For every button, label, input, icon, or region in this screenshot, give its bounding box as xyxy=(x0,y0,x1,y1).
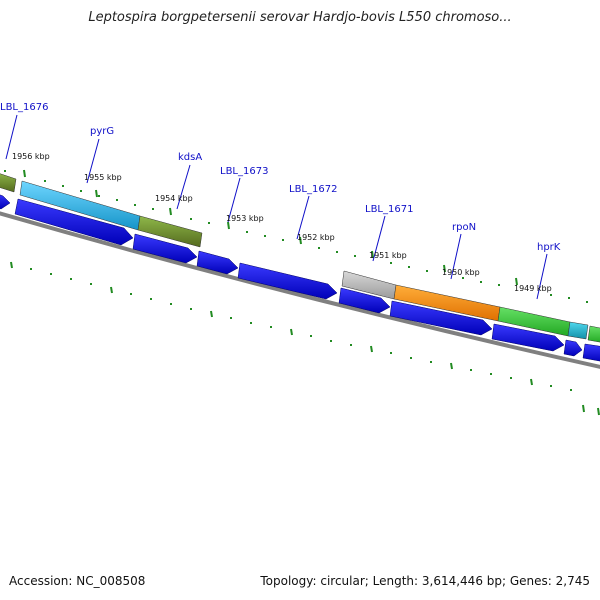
reverse-gene-10[interactable] xyxy=(582,343,600,362)
gene-label-lbl-1676[interactable]: LBL_1676 xyxy=(0,102,48,113)
inner-scale-ticks xyxy=(10,261,600,416)
genome-summary: Topology: circular; Length: 3,614,446 bp… xyxy=(260,574,590,588)
reverse-gene-2[interactable] xyxy=(14,198,134,246)
reverse-gene-4[interactable] xyxy=(196,250,239,275)
reverse-gene-8[interactable] xyxy=(491,323,565,352)
forward-strand xyxy=(0,172,600,343)
scale-label-1953: 1953 kbp xyxy=(226,214,264,223)
reverse-gene-3[interactable] xyxy=(132,233,198,264)
scale-label-1954: 1954 kbp xyxy=(155,194,193,203)
gene-label-rpon[interactable]: rpoN xyxy=(452,222,476,233)
reverse-gene-1[interactable] xyxy=(0,193,11,210)
map-title: Leptospira borgpetersenii serovar Hardjo… xyxy=(88,10,512,25)
gene-label-pyrg[interactable]: pyrG xyxy=(90,126,114,137)
gene-edge-green-feature[interactable] xyxy=(587,325,600,343)
accession-label: Accession: NC_008508 xyxy=(9,574,146,588)
gene-label-lbl-1671[interactable]: LBL_1671 xyxy=(365,204,413,215)
gene-label-lbl-1672[interactable]: LBL_1672 xyxy=(289,184,337,195)
gene-label-leaders xyxy=(5,114,548,300)
gene-label-kdsa[interactable]: kdsA xyxy=(178,152,202,163)
scale-label-1950: 1950 kbp xyxy=(442,268,480,277)
gene-label-hprk[interactable]: hprK xyxy=(537,242,561,253)
scale-label-1951: 1951 kbp xyxy=(369,251,407,260)
reverse-gene-6[interactable] xyxy=(338,287,391,314)
outer-scale-ticks xyxy=(23,169,518,286)
reverse-gene-5[interactable] xyxy=(237,262,338,300)
scale-label-1955: 1955 kbp xyxy=(84,173,122,182)
gene-label-lbl-1673[interactable]: LBL_1673 xyxy=(220,166,268,177)
reverse-strand xyxy=(0,193,600,362)
reverse-gene-7[interactable] xyxy=(389,300,493,336)
reverse-gene-9[interactable] xyxy=(563,339,583,357)
genome-backbone xyxy=(0,211,600,369)
scale-label-1956: 1956 kbp xyxy=(12,152,50,161)
gene-lbl-1676-feature[interactable] xyxy=(0,172,17,193)
gene-teal-feature[interactable] xyxy=(567,321,589,340)
gene-kdsa-feature[interactable] xyxy=(137,215,203,248)
scale-label-1952: 1952 kbp xyxy=(297,233,335,242)
outer-scale-dots xyxy=(4,170,588,303)
scale-label-1949: 1949 kbp xyxy=(514,284,552,293)
inner-scale-dots xyxy=(30,268,572,391)
